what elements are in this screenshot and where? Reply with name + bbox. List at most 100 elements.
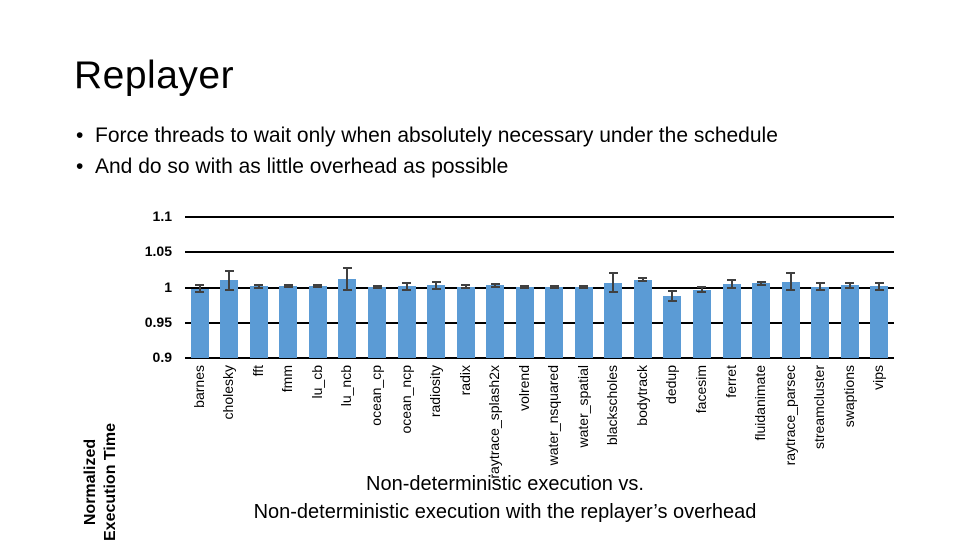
error-bar (494, 283, 497, 287)
error-bar (435, 281, 438, 289)
page-title: Replayer (74, 54, 235, 97)
x-category-label: fmm (279, 365, 296, 393)
bar (397, 286, 416, 358)
gridline (185, 321, 894, 324)
gridline (185, 357, 894, 359)
x-category-label: water_nsquared (545, 365, 562, 466)
error-bar-cap (283, 284, 293, 287)
y-tick-label: 1.1 (152, 208, 172, 224)
error-bar-cap (402, 281, 412, 284)
bullet-glyph: • (76, 124, 84, 147)
caption-line-2: Non-deterministic execution with the rep… (253, 501, 757, 523)
x-category-label: volrend (515, 365, 532, 411)
error-bar (257, 284, 260, 288)
bar (545, 286, 564, 358)
x-category-label: facesim (692, 365, 709, 414)
error-bar-cap (224, 269, 234, 272)
error-bar-cap (727, 279, 737, 282)
error-bar-cap (372, 286, 382, 289)
error-bar (464, 285, 467, 289)
error-bar (760, 281, 763, 285)
error-bar-cap (549, 286, 559, 289)
gridline (185, 286, 894, 289)
bar (279, 286, 298, 358)
x-category-label: ocean_cp (368, 365, 385, 426)
error-bar (878, 282, 881, 290)
error-bar-cap (461, 284, 471, 287)
error-bar-cap (874, 288, 884, 291)
error-bar (346, 268, 349, 290)
bar (752, 283, 771, 358)
x-category-label: barnes (190, 365, 207, 408)
x-category-label: swaptions (840, 365, 857, 428)
y-tick-label: 1.05 (144, 243, 172, 260)
bar (781, 281, 800, 358)
bar (456, 286, 475, 358)
bar (811, 286, 830, 358)
error-bar-cap (254, 286, 264, 289)
error-bar-cap (815, 289, 825, 292)
error-bar-cap (786, 289, 796, 292)
error-bar-cap (579, 285, 589, 288)
bullet-list: • Force threads to wait only when absolut… (76, 120, 946, 182)
error-bar-cap (313, 284, 323, 287)
error-bar (700, 286, 703, 293)
error-bar (730, 280, 733, 288)
bar (190, 288, 209, 358)
error-bar-cap (313, 285, 323, 288)
gridline (185, 251, 894, 254)
error-bar-cap (874, 281, 884, 284)
x-category-label: raytrace_parsec (781, 365, 798, 466)
bar (486, 285, 505, 358)
error-bar-cap (490, 285, 500, 288)
error-bar-cap (727, 286, 737, 289)
x-category-label: raytrace_splash2x (486, 365, 503, 479)
error-bar-cap (608, 291, 618, 294)
x-category-label: lu_ncb (338, 365, 355, 407)
bar (220, 280, 239, 358)
error-bar-cap (845, 286, 855, 289)
y-tick-label: 1 (164, 278, 172, 295)
x-category-label: ocean_ncp (397, 365, 414, 434)
error-bar-cap (608, 271, 618, 274)
bullet-text: And do so with as little overhead as pos… (95, 155, 509, 178)
bar (249, 286, 268, 358)
error-bar (228, 270, 231, 291)
error-bar (198, 285, 201, 293)
x-category-label: water_spatial (574, 365, 591, 448)
x-category-label: vips (870, 365, 887, 390)
error-bar (789, 273, 792, 291)
error-bar-cap (520, 285, 530, 288)
error-bar-cap (815, 282, 825, 285)
bullet-item: • And do so with as little overhead as po… (76, 151, 946, 182)
y-axis-title-line: Normalized (82, 438, 99, 526)
error-bar (819, 283, 822, 291)
error-bar (612, 272, 615, 293)
x-category-label: blackscholes (604, 365, 621, 446)
bar (633, 279, 652, 358)
bar (515, 286, 534, 358)
chart-caption: Non-deterministic execution vs. Non-dete… (115, 470, 895, 526)
x-category-label: ferret (722, 365, 739, 398)
error-bar-cap (342, 267, 352, 270)
y-tick-label: 0.9 (152, 349, 172, 365)
error-bar-cap (638, 277, 648, 280)
error-bar-cap (697, 291, 707, 294)
bar (604, 282, 623, 358)
y-tick-label: 0.95 (144, 313, 172, 330)
x-category-label: bodytrack (633, 365, 650, 426)
bar (722, 283, 741, 358)
error-bar-cap (283, 285, 293, 288)
error-bar-cap (431, 287, 441, 290)
bar-chart: Normalized Execution Time Non-determinis… (0, 195, 960, 540)
error-bar-cap (667, 290, 677, 293)
error-bar-cap (667, 299, 677, 302)
bar (840, 285, 859, 358)
error-bar-cap (697, 285, 707, 288)
bullet-item: • Force threads to wait only when absolut… (76, 120, 946, 151)
caption-line-1: Non-deterministic execution vs. (366, 473, 644, 495)
bar (574, 286, 593, 358)
error-bar-cap (520, 286, 530, 289)
x-category-label: lu_cb (308, 365, 325, 399)
